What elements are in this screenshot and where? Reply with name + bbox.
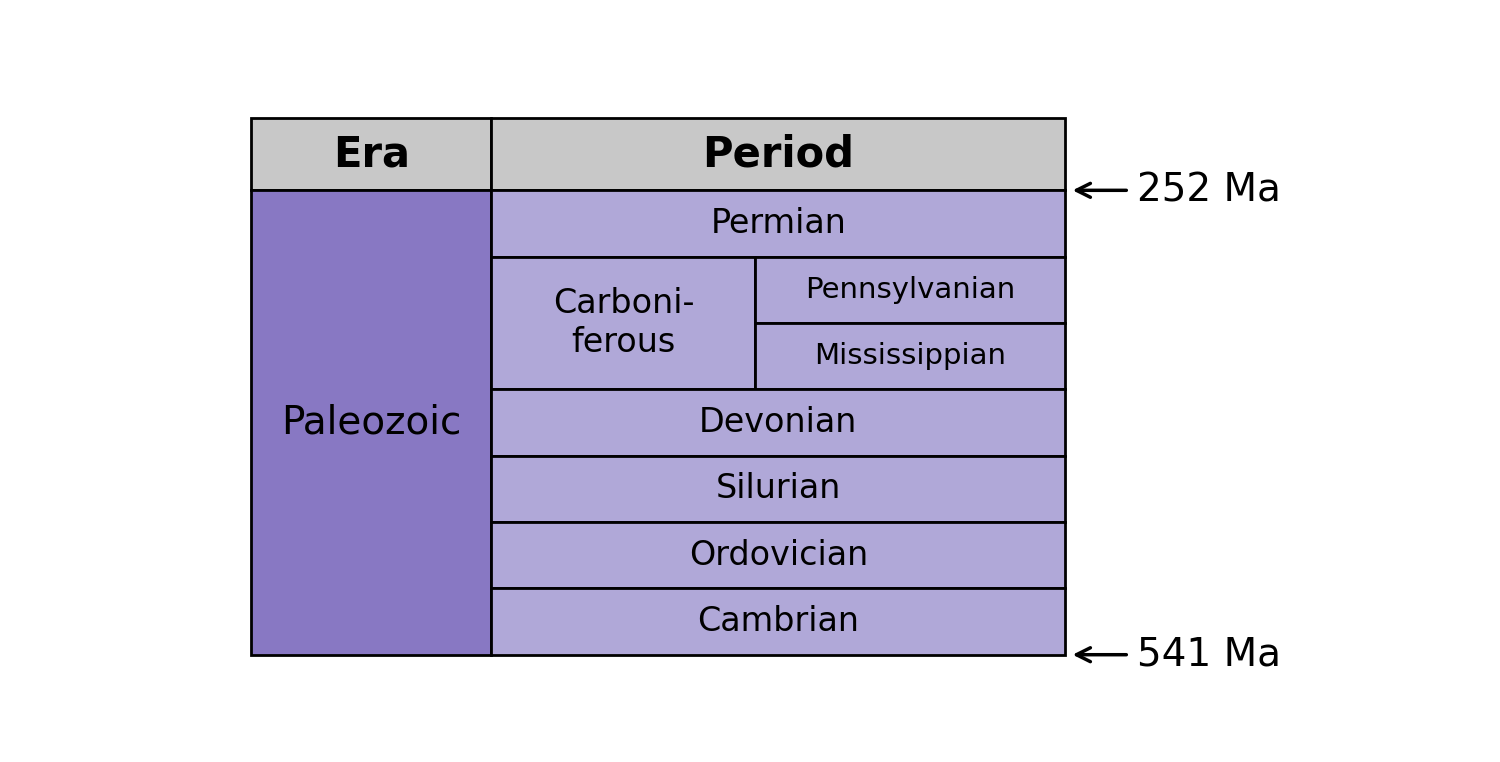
Text: Paleozoic: Paleozoic xyxy=(282,404,462,441)
Text: Devonian: Devonian xyxy=(699,406,858,439)
Text: Mississippian: Mississippian xyxy=(815,342,1007,370)
Bar xyxy=(492,190,1065,257)
Bar xyxy=(756,257,1065,323)
Text: Period: Period xyxy=(702,133,855,175)
Text: Permian: Permian xyxy=(711,207,846,240)
Bar xyxy=(252,190,492,655)
Bar xyxy=(756,323,1065,389)
Text: Cambrian: Cambrian xyxy=(698,605,859,638)
Bar xyxy=(492,522,1065,588)
Bar xyxy=(492,456,1065,522)
Text: Carboni-
ferous: Carboni- ferous xyxy=(552,287,694,359)
Bar xyxy=(492,118,1065,190)
Bar xyxy=(492,257,756,389)
Bar xyxy=(492,389,1065,456)
Text: Pennsylvanian: Pennsylvanian xyxy=(806,276,1016,304)
Text: 252 Ma: 252 Ma xyxy=(1137,171,1281,210)
Text: 541 Ma: 541 Ma xyxy=(1137,636,1281,674)
Text: Ordovician: Ordovician xyxy=(688,539,868,572)
Text: Silurian: Silurian xyxy=(716,472,842,505)
Text: Era: Era xyxy=(333,133,410,175)
Bar xyxy=(252,118,492,190)
Bar xyxy=(492,588,1065,655)
